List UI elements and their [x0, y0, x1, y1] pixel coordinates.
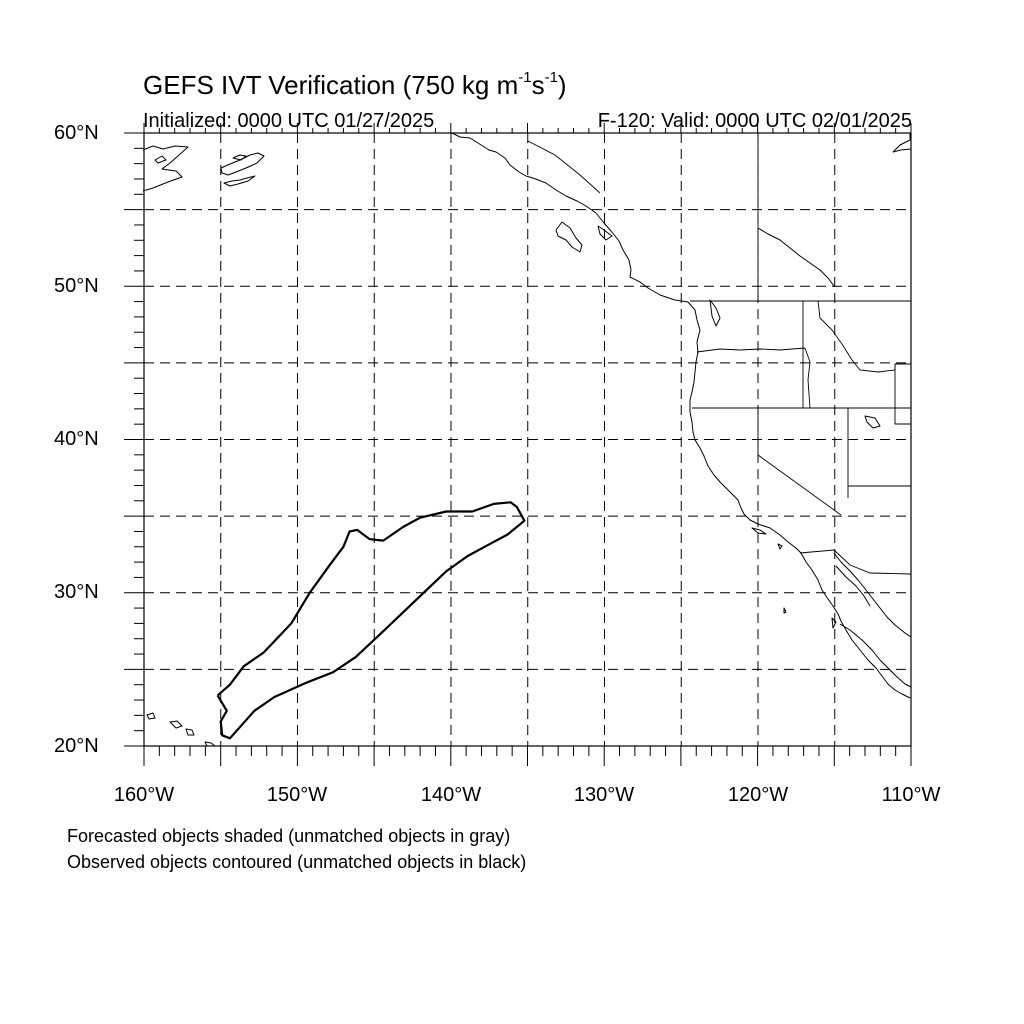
caption-forecast-objects: Forecasted objects shaded (unmatched obj… — [67, 826, 511, 846]
initialized-label: Initialized: 0000 UTC 01/27/2025 — [143, 110, 435, 132]
observed-ivt-object-outline — [216, 501, 526, 740]
lat-label-30n: 30°N — [54, 581, 99, 603]
map-title: GEFS IVT Verification (750 kg m-1s-1) — [143, 69, 567, 100]
lon-label-110w: 110°W — [881, 784, 941, 806]
valid-time-label: F-120: Valid: 0000 UTC 02/01/2025 — [597, 110, 912, 132]
lon-label-150w: 150°W — [266, 784, 328, 806]
lat-label-20n: 20°N — [54, 735, 99, 757]
lon-label-140w: 140°W — [420, 784, 482, 806]
map-graticule — [144, 133, 911, 746]
lon-label-130w: 130°W — [573, 784, 635, 806]
lon-label-120w: 120°W — [727, 784, 789, 806]
lon-label-160w: 160°W — [113, 784, 175, 806]
axis-ticks — [124, 123, 912, 766]
caption-observed-objects: Observed objects contoured (unmatched ob… — [67, 852, 527, 872]
coastlines — [142, 132, 912, 747]
lat-label-50n: 50°N — [54, 275, 99, 297]
lat-label-60n: 60°N — [54, 122, 99, 144]
political-borders — [527, 133, 912, 575]
lat-label-40n: 40°N — [54, 428, 99, 450]
